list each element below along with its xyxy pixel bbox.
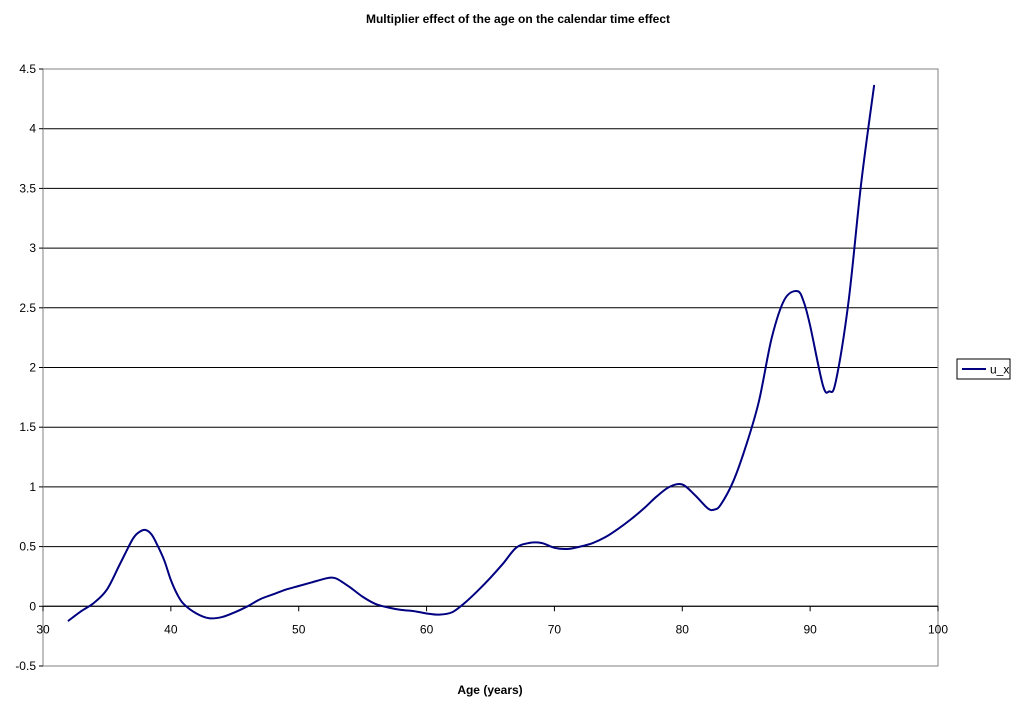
legend-label-u_x: u_x bbox=[990, 363, 1009, 377]
y-tick-label: 1.5 bbox=[19, 420, 36, 434]
y-tick-label: 2.5 bbox=[19, 301, 36, 315]
chart-title: Multiplier effect of the age on the cale… bbox=[366, 12, 670, 26]
y-axis: -0.5 0 0.5 1 1.5 2 2.5 3 3.5 4 4.5 bbox=[15, 62, 43, 673]
series-layer bbox=[67, 84, 876, 622]
x-axis-label: Age (years) bbox=[457, 683, 522, 697]
x-tick-label: 90 bbox=[803, 622, 817, 636]
y-tick-label: 4.5 bbox=[19, 62, 36, 76]
x-tick-label: 40 bbox=[164, 622, 178, 636]
y-tick-label: 1 bbox=[29, 480, 36, 494]
x-tick-label: 80 bbox=[676, 622, 690, 636]
x-tick-label: 100 bbox=[928, 622, 948, 636]
x-axis: 30 40 50 60 70 80 90 100 bbox=[36, 605, 948, 636]
gridlines bbox=[43, 128, 938, 607]
y-tick-label: 4 bbox=[29, 122, 36, 136]
x-tick-label: 30 bbox=[36, 622, 50, 636]
y-tick-label: 0 bbox=[29, 599, 36, 613]
x-tick-label: 50 bbox=[292, 622, 306, 636]
series-line-u_x bbox=[67, 84, 876, 622]
x-tick-label: 60 bbox=[420, 622, 434, 636]
y-tick-label: 0.5 bbox=[19, 540, 36, 554]
y-tick-label: 3 bbox=[29, 241, 36, 255]
y-tick-label: 2 bbox=[29, 361, 36, 375]
y-tick-label: 3.5 bbox=[19, 181, 36, 195]
x-tick-label: 70 bbox=[548, 622, 562, 636]
y-tick-label: -0.5 bbox=[15, 659, 36, 673]
legend: u_x bbox=[956, 358, 1011, 380]
